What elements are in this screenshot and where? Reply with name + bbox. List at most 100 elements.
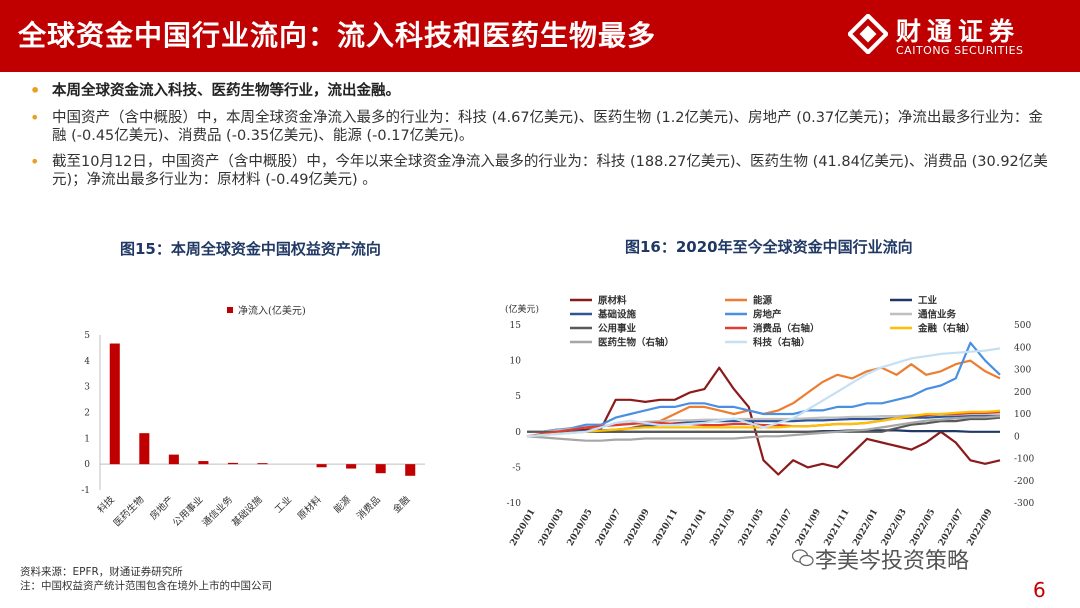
x-tick-label: 房地产 (147, 494, 176, 523)
y-left-tick-label: -5 (512, 463, 521, 473)
x-tick-label: 工业 (273, 494, 294, 515)
x-tick-label: 2021/05 (737, 508, 766, 548)
y-right-tick-label: 100 (1014, 410, 1031, 420)
legend-label: 净流入(亿美元) (238, 304, 306, 317)
watermark-text: 李美岑投资策略 (815, 549, 970, 574)
fig16-line-chart: (亿美元) -10 -5 0 5 10 15 -300 -200 -100 0 100 200 300 40… (505, 295, 1034, 548)
legend-label: 公用事业 (598, 323, 637, 335)
x-tick-label: 医药生物 (111, 493, 147, 529)
series-line-科技（右轴） (526, 347, 1001, 438)
bullet-item: • 本周全球资金流入科技、医药生物等行业，流出金融。 (30, 82, 1050, 100)
bar-科技 (109, 343, 120, 465)
x-tick-label: 能源 (331, 493, 353, 515)
footnote: 注：中国权益资产统计范围包含在境外上市的中国公司 (20, 580, 272, 592)
x-tick-label: 2020/03 (537, 508, 566, 548)
slide-header: 全球资金中国行业流向：流入科技和医药生物最多 财通证券 CAITONG SECU… (0, 0, 1080, 72)
x-tick-label: 原材料 (295, 493, 324, 522)
bar-金融 (405, 464, 416, 476)
x-tick-label: 2022/09 (966, 508, 995, 548)
y-right-tick-label: -100 (1014, 455, 1034, 465)
logo-text-en: CAITONG SECURITIES (896, 44, 1024, 57)
x-tick-label: 科技 (95, 493, 117, 515)
bar-消费品 (375, 464, 386, 474)
fig15-title: 图15：本周全球资金中国权益资产流向 (120, 240, 381, 258)
bullet-dot-icon: • (30, 108, 40, 127)
y-tick-label: 1 (84, 434, 90, 444)
series-line-原材料 (527, 366, 1001, 476)
legend-label: 通信业务 (918, 309, 957, 321)
bar-医药生物 (139, 433, 150, 465)
x-tick-label: 2020/01 (509, 508, 538, 548)
legend-label: 房地产 (753, 309, 782, 321)
fig16-title: 图16：2020年至今全球资金中国行业流向 (625, 238, 913, 256)
y-left-tick-label: 10 (510, 357, 522, 367)
y-right-tick-label: -200 (1014, 477, 1034, 487)
x-tick-label: 2022/07 (937, 508, 966, 548)
logo-emblem-icon (848, 14, 888, 54)
y-tick-label: -1 (81, 486, 90, 496)
y-left-tick-label: 5 (515, 392, 521, 402)
x-tick-label: 2022/01 (851, 508, 880, 548)
legend-label: 消费品（右轴） (753, 323, 820, 335)
x-tick-label: 通信业务 (200, 493, 236, 529)
bullet-item: • 截至10月12日，中国资产（含中概股）中，今年以来全球资金净流入最多的行业为：… (30, 153, 1050, 189)
page-title: 全球资金中国行业流向：流入科技和医药生物最多 (18, 19, 657, 52)
x-tick-label: 2022/05 (908, 508, 937, 548)
y-right-tick-label: 300 (1014, 366, 1031, 376)
x-tick-label: 2021/01 (680, 508, 709, 548)
x-tick-label: 基础设施 (229, 493, 265, 529)
y-tick-label: 3 (84, 383, 90, 393)
bullet-text: 截至10月12日，中国资产（含中概股）中，今年以来全球资金净流入最多的行业为：科… (52, 154, 1048, 188)
company-logo: 财通证券 CAITONG SECURITIES (848, 10, 1058, 62)
bullet-item: • 中国资产（含中概股）中，本周全球资金净流入最多的行业为：科技 (4.67亿美元… (30, 109, 1050, 145)
bullet-dot-icon: • (30, 152, 40, 171)
bullet-text: 本周全球资金流入科技、医药生物等行业，流出金融。 (52, 83, 400, 99)
x-tick-label: 金融 (390, 493, 412, 515)
summary-bullets: • 本周全球资金流入科技、医药生物等行业，流出金融。 • 中国资产（含中概股）中，本… (30, 82, 1050, 197)
bar-通信业务 (227, 462, 238, 465)
y-right-tick-label: 0 (1014, 432, 1020, 442)
series-line-医药生物（右轴） (526, 415, 1001, 442)
page-number: 6 (1033, 578, 1046, 602)
legend-label: 科技（右轴） (753, 337, 810, 349)
y-tick-label: 0 (84, 460, 90, 470)
y-axis-unit-label: (亿美元) (505, 303, 539, 315)
x-tick-label: 2021/03 (708, 508, 737, 548)
source-note: 资料来源：EPFR，财通证券研究所 (20, 566, 183, 578)
y-tick-label: 5 (84, 331, 90, 341)
bar-能源 (346, 464, 357, 469)
bar-基础设施 (257, 463, 268, 465)
bar-房地产 (168, 454, 179, 465)
series-line-公用事业 (527, 416, 1001, 433)
y-left-tick-label: 15 (510, 321, 522, 331)
bullet-text: 中国资产（含中概股）中，本周全球资金净流入最多的行业为：科技 (4.67亿美元)… (52, 110, 1043, 144)
y-left-tick-label: -10 (507, 499, 522, 509)
legend-label: 能源 (753, 295, 773, 307)
legend-label: 原材料 (598, 295, 627, 307)
x-tick-label: 2021/09 (794, 508, 823, 548)
legend-label: 工业 (918, 295, 938, 307)
x-tick-label: 2022/03 (880, 508, 909, 548)
x-tick-label: 2021/11 (823, 508, 852, 548)
y-right-tick-label: -300 (1014, 499, 1034, 509)
x-tick-label: 2020/09 (623, 508, 652, 548)
y-right-tick-label: 500 (1014, 321, 1031, 331)
wechat-icon (792, 549, 814, 567)
y-right-tick-label: 400 (1014, 343, 1031, 353)
y-right-tick-label: 200 (1014, 388, 1031, 398)
x-tick-label: 消费品 (354, 494, 383, 523)
x-tick-label: 公用事业 (170, 494, 205, 529)
fig15-bar-chart: -1 0 1 2 3 4 5 净流入(亿美元) 科技医药生物 房地产公用事业通信业务基础设施 工业原… (81, 304, 425, 529)
legend-swatch (227, 307, 233, 313)
y-tick-label: 4 (84, 357, 90, 367)
x-tick-label: 2020/07 (594, 508, 623, 548)
legend-label: 金融（右轴） (917, 323, 975, 335)
y-tick-label: 2 (84, 409, 90, 419)
x-tick-label: 2020/05 (566, 508, 595, 548)
logo-text-cn: 财通证券 (896, 17, 1021, 46)
bar-公用事业 (198, 461, 209, 465)
legend-label: 医药生物（右轴） (598, 337, 674, 349)
x-tick-label: 2020/11 (651, 508, 680, 548)
y-left-tick-label: 0 (515, 428, 521, 438)
series-line-房地产 (527, 341, 1001, 433)
